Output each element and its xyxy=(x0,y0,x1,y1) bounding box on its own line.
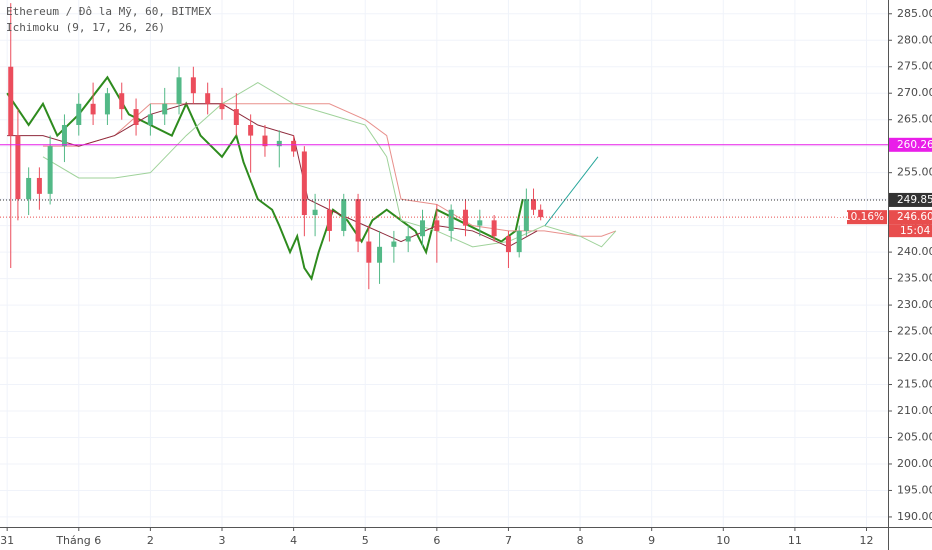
candle-body xyxy=(523,199,529,231)
candle-body xyxy=(190,77,196,94)
y-tick-label: 190.00 xyxy=(897,510,932,523)
candle-body xyxy=(90,103,96,115)
x-tick-label: 12 xyxy=(860,534,874,547)
price-tag xyxy=(889,210,932,225)
candle-body xyxy=(162,103,168,115)
y-tick-label: 215.00 xyxy=(897,378,932,391)
candle-body xyxy=(405,236,411,242)
candle-body xyxy=(301,151,307,216)
candle-body xyxy=(219,103,225,110)
candle-body xyxy=(448,209,454,231)
candle-body xyxy=(477,220,483,226)
price-tag-label: 249.85 xyxy=(897,194,932,206)
y-tick-label: 255.00 xyxy=(897,166,932,179)
candle-body xyxy=(434,220,440,231)
candle-body xyxy=(233,109,239,125)
candle-body xyxy=(366,241,372,263)
candle-body xyxy=(291,140,297,152)
x-tick-label: 4 xyxy=(290,534,297,547)
candle-body xyxy=(176,77,182,104)
candle-body xyxy=(505,236,511,253)
candle-body xyxy=(262,135,268,147)
candle-body xyxy=(377,246,383,263)
candle-body xyxy=(491,220,497,237)
y-tick-label: 285.00 xyxy=(897,7,932,20)
x-tick-label: 3 xyxy=(219,534,226,547)
x-tick-label: 6 xyxy=(433,534,440,547)
y-tick-label: 275.00 xyxy=(897,60,932,73)
candle-body xyxy=(276,140,282,147)
candle-body xyxy=(462,209,468,226)
candle-body xyxy=(538,209,544,218)
candle-body xyxy=(119,93,125,110)
y-tick-label: 280.00 xyxy=(897,33,932,46)
x-tick-label: 31 xyxy=(0,534,14,547)
candle-body xyxy=(147,114,153,125)
candle-body xyxy=(47,146,53,194)
candle-body xyxy=(15,135,21,200)
candle-body xyxy=(341,199,347,231)
x-tick-label: 5 xyxy=(362,534,369,547)
axes: 190.00 195.00 200.00 205.00 210.00 215.00 220.… xyxy=(0,7,932,547)
candle-body xyxy=(61,124,67,147)
y-tick-label: 225.00 xyxy=(897,325,932,338)
x-tick-label: 10 xyxy=(716,534,730,547)
change-tag xyxy=(847,210,887,225)
candle-body xyxy=(36,177,42,194)
candle-body xyxy=(26,177,32,200)
indicator-line xyxy=(42,103,617,237)
y-tick-label: 265.00 xyxy=(897,113,932,126)
y-tick-label: 210.00 xyxy=(897,404,932,417)
candle-body xyxy=(312,209,318,216)
price-tag xyxy=(889,137,932,152)
change-label: −10.16% xyxy=(835,211,884,223)
candle-body xyxy=(248,124,254,136)
y-tick-label: 195.00 xyxy=(897,483,932,496)
candle-body xyxy=(420,220,426,237)
candle-body xyxy=(355,199,361,242)
y-tick-label: 240.00 xyxy=(897,245,932,258)
candle-body xyxy=(326,209,332,231)
y-tick-label: 200.00 xyxy=(897,457,932,470)
x-tick-label: 9 xyxy=(648,534,655,547)
trend-line xyxy=(544,156,599,226)
y-tick-label: 230.00 xyxy=(897,298,932,311)
grid xyxy=(0,0,888,527)
x-tick-label: 7 xyxy=(505,534,512,547)
candle-body xyxy=(133,109,139,125)
y-tick-label: 270.00 xyxy=(897,86,932,99)
chart-title: Ethereum / Đô la Mỹ, 60, BITMEX xyxy=(6,5,212,18)
candle-body xyxy=(391,241,397,247)
y-tick-label: 205.00 xyxy=(897,430,932,443)
x-tick-label: 11 xyxy=(788,534,802,547)
x-tick-label: 2 xyxy=(147,534,154,547)
countdown-label: 15:04 xyxy=(900,225,931,237)
x-tick-label: Tháng 6 xyxy=(55,534,101,547)
countdown-tag xyxy=(889,224,932,238)
plot xyxy=(0,3,888,290)
candle-body xyxy=(205,93,211,104)
y-tick-label: 220.00 xyxy=(897,351,932,364)
price-tag-label: 260.26 xyxy=(897,139,932,151)
candle-body xyxy=(104,93,110,115)
y-tick-label: 235.00 xyxy=(897,272,932,285)
candle-body xyxy=(76,103,82,125)
x-tick-label: 8 xyxy=(577,534,584,547)
price-tag-label: 246.60 xyxy=(897,211,932,223)
candle-body xyxy=(8,66,14,136)
indicator-label: Ichimoku (9, 17, 26, 26) xyxy=(6,21,165,34)
indicator-line xyxy=(42,82,617,248)
price-tag xyxy=(889,192,932,207)
candle-body xyxy=(516,230,522,253)
candle-body xyxy=(531,199,537,210)
